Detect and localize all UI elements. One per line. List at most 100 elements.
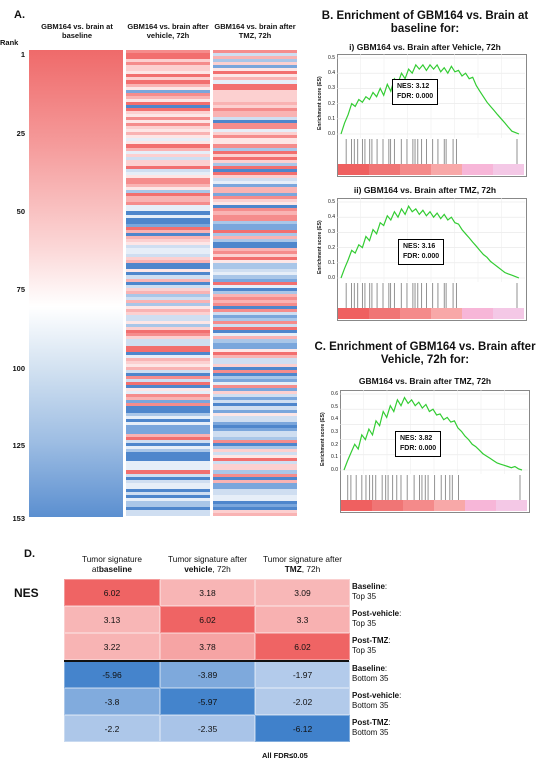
heatmap-stripe — [213, 449, 297, 453]
heatmap-stripe — [213, 217, 297, 221]
heatmap-stripe — [213, 92, 297, 96]
heatmap-stripe — [213, 324, 297, 328]
heatmap-stripe — [126, 181, 210, 185]
heatmap-stripe — [213, 177, 297, 182]
nes-row-label-title: Baseline: — [352, 582, 416, 592]
heatmap-stripe — [213, 372, 297, 377]
heatmap-stripe — [126, 129, 210, 133]
heatmap-stripe — [126, 327, 210, 331]
nes-row-label-title: Post-TMZ: — [352, 636, 416, 646]
heatmap-stripe — [126, 449, 210, 453]
rank-tick: 100 — [12, 364, 25, 373]
heatmap-stripe — [213, 339, 297, 343]
es-tick: 0.1 — [328, 115, 335, 122]
heatmap-stripe — [213, 199, 297, 203]
es-line-plot — [337, 198, 525, 282]
heatmap-stripe — [126, 275, 210, 279]
nes-row-label-colon: : — [388, 718, 391, 727]
heatmap-stripe — [213, 138, 297, 142]
heatmap-stripe — [126, 156, 210, 160]
nes-col-header-emph: baseline — [98, 564, 133, 574]
heatmap-stripe — [126, 263, 210, 267]
heatmap-stripe — [213, 123, 297, 127]
heatmap-stripe — [213, 412, 297, 416]
heatmap-stripe — [213, 135, 297, 139]
heatmap-stripe — [126, 220, 210, 224]
heatmap-stripe — [213, 245, 297, 249]
heatmap-stripe — [126, 199, 210, 203]
nes-row-label: Baseline: Bottom 35 — [352, 664, 416, 683]
es-tick: 0.5 — [331, 403, 338, 410]
heatmap-stripe — [126, 174, 210, 178]
heatmap-stripe — [213, 181, 297, 185]
heatmap-stripe — [126, 190, 210, 194]
heatmap-stripe — [126, 132, 210, 136]
ranked-list-bar — [338, 164, 524, 175]
heatmap-stripe — [126, 229, 210, 233]
nes-row-label-sub: Bottom 35 — [352, 700, 389, 710]
heatmap-stripe — [126, 458, 210, 462]
heatmap-stripe — [213, 299, 297, 303]
heatmap-stripe — [213, 56, 297, 60]
heatmap-stripe — [126, 406, 210, 410]
heatmap-stripe — [213, 427, 297, 431]
heatmap-stripe — [126, 50, 210, 54]
heatmap-stripe — [213, 507, 297, 511]
heatmap-stripe — [213, 211, 297, 215]
heatmap-stripe — [126, 89, 210, 93]
heatmap-stripe — [213, 150, 297, 154]
heatmap-stripe — [126, 464, 210, 468]
heatmap-stripe — [126, 482, 210, 486]
heatmap-stripe — [213, 473, 297, 477]
nes-row-label-name: Post-vehicle — [352, 609, 400, 618]
es-curve — [340, 63, 520, 135]
heatmap-stripe — [126, 98, 210, 102]
heatmap-stripe — [213, 369, 297, 373]
heatmap-stripe — [213, 156, 297, 160]
heatmap-stripe — [213, 400, 297, 404]
heatmap-stripe — [126, 363, 210, 367]
heatmap-stripe — [126, 147, 210, 151]
heatmap-stripe — [126, 287, 210, 291]
nes-row-label: Post-vehicle: Top 35 — [352, 609, 416, 628]
fdr-value: FDR: 0.000 — [397, 93, 434, 100]
heatmap-stripe — [213, 129, 297, 133]
fdr-footnote: All FDR≤0.05 — [262, 751, 308, 760]
heatmap-stripe — [213, 98, 297, 102]
heatmap-stripe — [213, 171, 297, 175]
es-tick: 0.4 — [328, 214, 335, 221]
heatmap-stripe — [213, 147, 297, 151]
heatmap-stripe — [126, 342, 210, 346]
panel-c-plot-subtitle: GBM164 vs. Brain after TMZ, 72h — [358, 376, 492, 386]
heatmap-stripe — [126, 162, 210, 166]
es-curve — [343, 396, 523, 471]
heatmap-stripe — [213, 308, 297, 313]
heatmap-stripe — [126, 467, 210, 471]
heatmap-stripe — [126, 187, 210, 191]
nes-row-label-title: Post-vehicle: — [352, 691, 416, 701]
heatmap-stripe — [126, 330, 210, 334]
nes-axis-label: NES — [14, 586, 39, 600]
es-tick: 0.0 — [328, 131, 335, 137]
nes-col-header-emph: vehicle — [184, 564, 213, 574]
nes-row-label: Baseline: Top 35 — [352, 582, 416, 601]
heatmap-stripe — [126, 360, 210, 364]
heatmap-stripe — [126, 107, 210, 111]
heatmap-stripe — [213, 68, 297, 72]
heatmap-stripe — [126, 503, 210, 508]
heatmap-stripe — [213, 162, 297, 166]
heatmap-stripe — [126, 165, 210, 169]
es-tick: 0.1 — [328, 259, 335, 266]
es-tick: 0.2 — [328, 100, 335, 107]
heatmap-stripe — [213, 50, 297, 54]
heatmap-stripe — [213, 141, 297, 145]
heatmap-stripe — [126, 430, 210, 434]
heatmap-stripe — [213, 397, 297, 401]
heatmap-stripe — [213, 117, 297, 121]
ranked-list-segment — [369, 164, 400, 175]
heatmap-stripe — [126, 126, 210, 130]
heatmap-stripe — [213, 287, 297, 291]
heatmap-stripe — [126, 397, 210, 401]
heatmap-stripe — [213, 275, 297, 279]
heatmap-stripe — [126, 473, 210, 477]
